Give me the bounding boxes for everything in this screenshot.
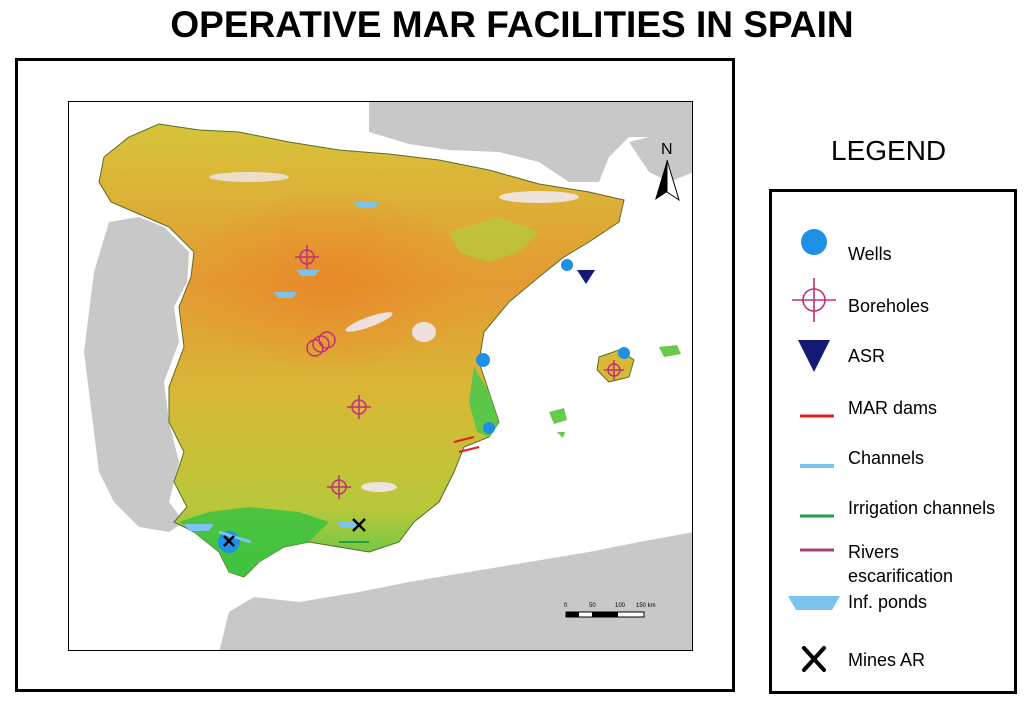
legend-label-mar-dams: MAR dams [848, 398, 938, 418]
legend-title: LEGEND [831, 135, 947, 166]
mar-dam-line [453, 436, 475, 443]
central-plateau [179, 192, 479, 372]
scale-tick-50: 50 [589, 603, 596, 609]
legend-box: Wells Boreholes ASR MAR dams Channels [769, 189, 1017, 694]
well-marker [476, 353, 490, 367]
legend-label-rivers: Rivers escarification [848, 542, 954, 586]
france-land [369, 102, 692, 182]
portugal-land [84, 217, 189, 532]
red-line-icon [800, 414, 834, 418]
legend-label-wells: Wells [848, 244, 892, 264]
map-area: N 0 50 100 150 km [68, 101, 693, 651]
scale-tick-100: 100 [615, 603, 626, 609]
pond-marker [354, 202, 379, 208]
pond-marker [184, 524, 214, 531]
pickaxe-icon [802, 646, 826, 672]
pickaxe-marker [352, 518, 366, 532]
pond-marker [297, 270, 319, 276]
borehole-marker [347, 395, 371, 419]
pond-trapezoid-icon [788, 596, 840, 610]
borehole-crosshair-icon [792, 278, 836, 322]
wells-circle-icon [801, 229, 827, 255]
mar-dam-line [458, 446, 480, 453]
well-marker [483, 422, 495, 434]
legend-label-ponds: Inf. ponds [848, 592, 928, 612]
pond-marker [274, 292, 297, 298]
scale-tick-0: 0 [564, 603, 568, 609]
borehole-marker [295, 245, 319, 269]
lightblue-line-icon [800, 464, 834, 468]
iberia-map-svg: N 0 50 100 150 km [84, 102, 692, 650]
menorca-island [659, 345, 681, 357]
borehole-marker [604, 360, 624, 380]
north-label: N [661, 141, 673, 158]
legend-label-boreholes: Boreholes [848, 296, 930, 316]
mainland-edge-grey [629, 132, 692, 182]
asr-marker [577, 270, 595, 284]
peak-sierra-nevada [361, 482, 397, 492]
ebro-lowland [449, 217, 539, 262]
well-marker [561, 259, 573, 271]
asr-triangle-icon [798, 340, 830, 372]
ibiza-island [549, 408, 567, 424]
channel-line [218, 530, 252, 544]
well-marker [618, 347, 630, 359]
legend-label-asr: ASR [848, 346, 886, 366]
north-arrow [655, 159, 680, 202]
legend-label-channels: Channels [848, 448, 925, 468]
borehole-marker [306, 331, 336, 357]
scale-bar [565, 611, 645, 618]
guadalquivir-lowland [179, 507, 329, 577]
borehole-marker [327, 475, 351, 499]
peak-central [345, 312, 393, 332]
pickaxe-marker [223, 535, 235, 547]
pond-marker [337, 522, 359, 528]
legend-label-mines: Mines AR [848, 650, 926, 670]
east-coast-lowland [469, 367, 499, 437]
peak-cantabrian [209, 172, 289, 182]
north-africa-land [219, 532, 692, 650]
map-title: OPERATIVE MAR FACILITIES IN SPAIN [170, 4, 854, 45]
legend-label-irrigation: Irrigation channels [848, 498, 996, 518]
peak-iberian [412, 322, 436, 342]
green-line-icon [800, 514, 834, 518]
scale-tick-150: 150 km [636, 603, 656, 609]
formentera-island [557, 432, 565, 438]
purple-line-icon [800, 548, 834, 552]
peak-pyrenees [499, 191, 579, 203]
